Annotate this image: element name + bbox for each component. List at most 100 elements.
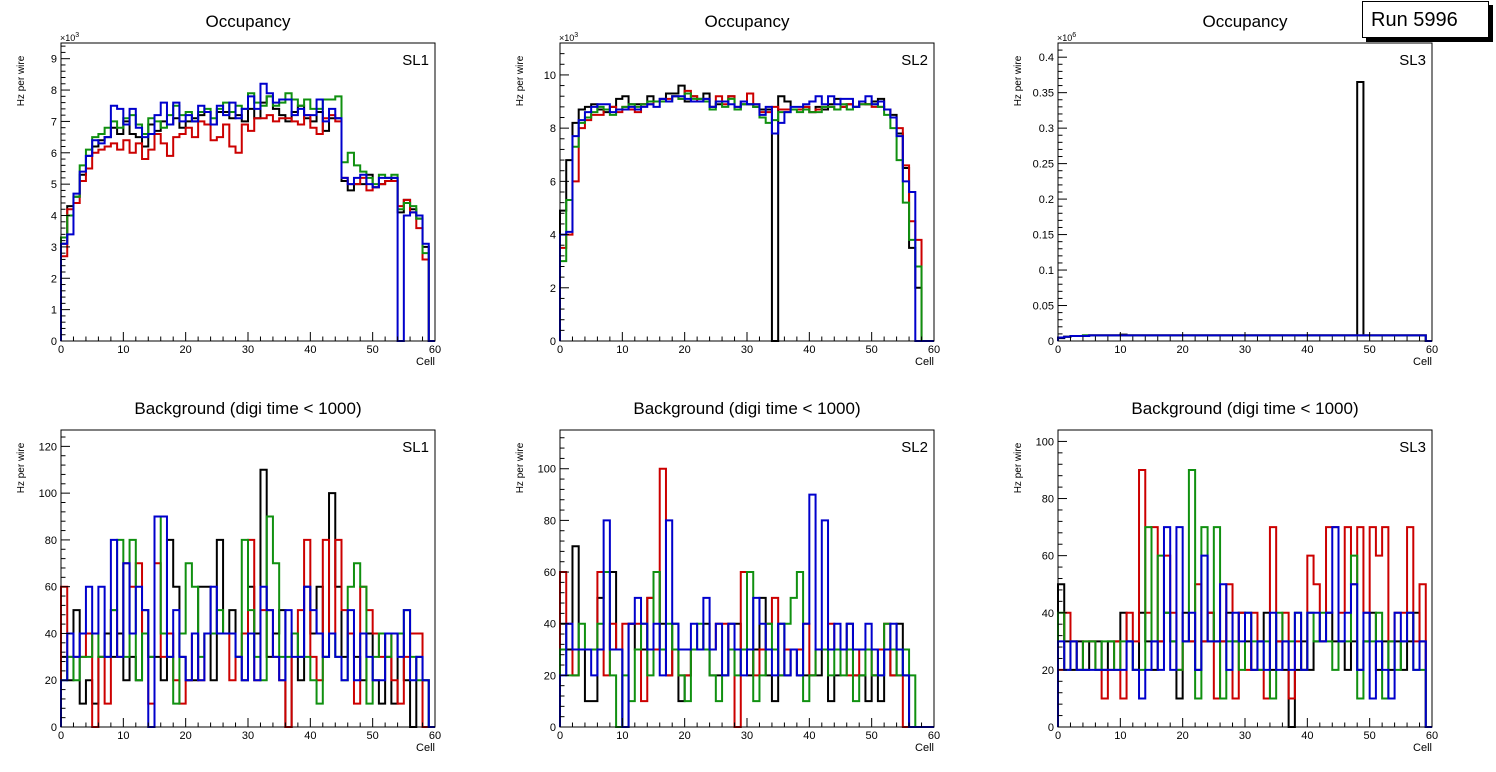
x-tick-label: 10 xyxy=(1114,344,1126,356)
y-tick-label: 8 xyxy=(550,123,556,135)
y-axis-label: Hz per wire xyxy=(515,442,526,493)
plot-frame xyxy=(559,42,935,342)
y-tick-label: 80 xyxy=(45,535,57,547)
y-tick-label: 0 xyxy=(550,722,556,734)
x-tick-label: 60 xyxy=(429,344,441,356)
y-axis-label: Hz per wire xyxy=(1013,55,1024,106)
x-tick-label: 10 xyxy=(117,730,129,742)
x-tick-label: 20 xyxy=(679,730,691,742)
x-tick-label: 20 xyxy=(679,344,691,356)
y-tick-label: 0.2 xyxy=(1039,194,1054,206)
y-axis-label: Hz per wire xyxy=(1013,442,1024,493)
y-tick-label: 0 xyxy=(1048,336,1054,348)
y-tick-label: 60 xyxy=(1042,551,1054,563)
x-tick-label: 40 xyxy=(803,730,815,742)
x-tick-label: 40 xyxy=(1301,730,1313,742)
y-tick-label: 120 xyxy=(39,441,57,453)
x-tick-label: 30 xyxy=(741,344,753,356)
y-exponent-label: ×106 xyxy=(1057,32,1076,43)
y-tick-label: 40 xyxy=(544,619,556,631)
y-tick-label: 0.35 xyxy=(1033,88,1054,100)
y-axis-label: Hz per wire xyxy=(515,55,526,106)
x-tick-label: 10 xyxy=(117,344,129,356)
x-tick-label: 0 xyxy=(1055,344,1061,356)
superlayer-label: SL1 xyxy=(402,52,429,69)
x-tick-label: 60 xyxy=(928,344,940,356)
series-black-line xyxy=(559,84,934,342)
y-tick-label: 100 xyxy=(1036,436,1054,448)
y-tick-label: 80 xyxy=(1042,494,1054,506)
y-tick-label: 1 xyxy=(51,305,57,317)
y-tick-label: 0 xyxy=(51,336,57,348)
y-tick-label: 100 xyxy=(538,464,556,476)
x-tick-label: 60 xyxy=(429,730,441,742)
series-blue-line xyxy=(1057,334,1432,342)
x-tick-label: 60 xyxy=(1426,730,1438,742)
x-axis-label: Cell xyxy=(416,356,435,368)
superlayer-label: SL1 xyxy=(402,439,429,456)
y-tick-label: 8 xyxy=(51,85,57,97)
run-label: Run 5996 xyxy=(1371,9,1458,31)
superlayer-label: SL2 xyxy=(901,52,928,69)
x-tick-label: 0 xyxy=(557,344,563,356)
y-tick-label: 20 xyxy=(45,675,57,687)
chart-title: Occupancy xyxy=(704,12,790,31)
chart-title: Background (digi time < 1000) xyxy=(1131,399,1358,418)
chart-panel-5: Background (digi time < 1000) 0 10 20 30 40 50… xyxy=(515,399,940,754)
series-blue-line xyxy=(60,515,435,728)
x-tick-label: 0 xyxy=(1055,730,1061,742)
y-tick-label: 0.05 xyxy=(1033,301,1054,313)
y-tick-label: 4 xyxy=(51,211,57,223)
x-tick-label: 0 xyxy=(58,344,64,356)
x-axis-label: Cell xyxy=(915,356,934,368)
series-blue-line xyxy=(60,82,435,342)
y-tick-label: 60 xyxy=(544,567,556,579)
y-tick-label: 0 xyxy=(1048,722,1054,734)
y-tick-label: 20 xyxy=(544,670,556,682)
y-tick-label: 6 xyxy=(550,176,556,188)
y-exponent-label: ×103 xyxy=(559,32,578,43)
y-exponent-label: ×103 xyxy=(60,32,79,43)
run-label-box: Run 5996 xyxy=(1362,1,1489,38)
x-tick-label: 20 xyxy=(1177,730,1189,742)
y-tick-label: 100 xyxy=(39,488,57,500)
x-tick-label: 10 xyxy=(1114,730,1126,742)
x-tick-label: 60 xyxy=(928,730,940,742)
y-tick-label: 20 xyxy=(1042,665,1054,677)
y-tick-label: 6 xyxy=(51,148,57,160)
y-tick-label: 0.15 xyxy=(1033,230,1054,242)
y-tick-label: 0.25 xyxy=(1033,159,1054,171)
x-tick-label: 50 xyxy=(1364,344,1376,356)
superlayer-label: SL2 xyxy=(901,439,928,456)
x-tick-label: 30 xyxy=(242,344,254,356)
series-green-line xyxy=(559,92,934,342)
x-tick-label: 30 xyxy=(1239,344,1251,356)
y-tick-label: 5 xyxy=(51,179,57,191)
chart-title: Occupancy xyxy=(205,12,291,31)
x-tick-label: 30 xyxy=(741,730,753,742)
y-tick-label: 7 xyxy=(51,116,57,128)
chart-panel-6: Background (digi time < 1000) 0 10 20 30 40 50… xyxy=(1013,399,1438,754)
x-axis-label: Cell xyxy=(1413,742,1432,754)
x-tick-label: 40 xyxy=(304,344,316,356)
y-tick-label: 80 xyxy=(544,515,556,527)
series-blue-line xyxy=(1057,526,1432,728)
x-tick-label: 20 xyxy=(180,344,192,356)
x-axis-label: Cell xyxy=(1413,356,1432,368)
series-black-line xyxy=(1057,81,1432,342)
y-tick-label: 10 xyxy=(544,70,556,82)
y-tick-label: 0.3 xyxy=(1039,123,1054,135)
y-tick-label: 0 xyxy=(51,722,57,734)
y-tick-label: 9 xyxy=(51,54,57,66)
x-tick-label: 10 xyxy=(616,730,628,742)
x-tick-label: 30 xyxy=(1239,730,1251,742)
y-tick-label: 0.4 xyxy=(1039,52,1054,64)
x-tick-label: 50 xyxy=(367,730,379,742)
y-tick-label: 40 xyxy=(45,628,57,640)
x-tick-label: 40 xyxy=(803,344,815,356)
y-tick-label: 2 xyxy=(550,283,556,295)
x-tick-label: 10 xyxy=(616,344,628,356)
